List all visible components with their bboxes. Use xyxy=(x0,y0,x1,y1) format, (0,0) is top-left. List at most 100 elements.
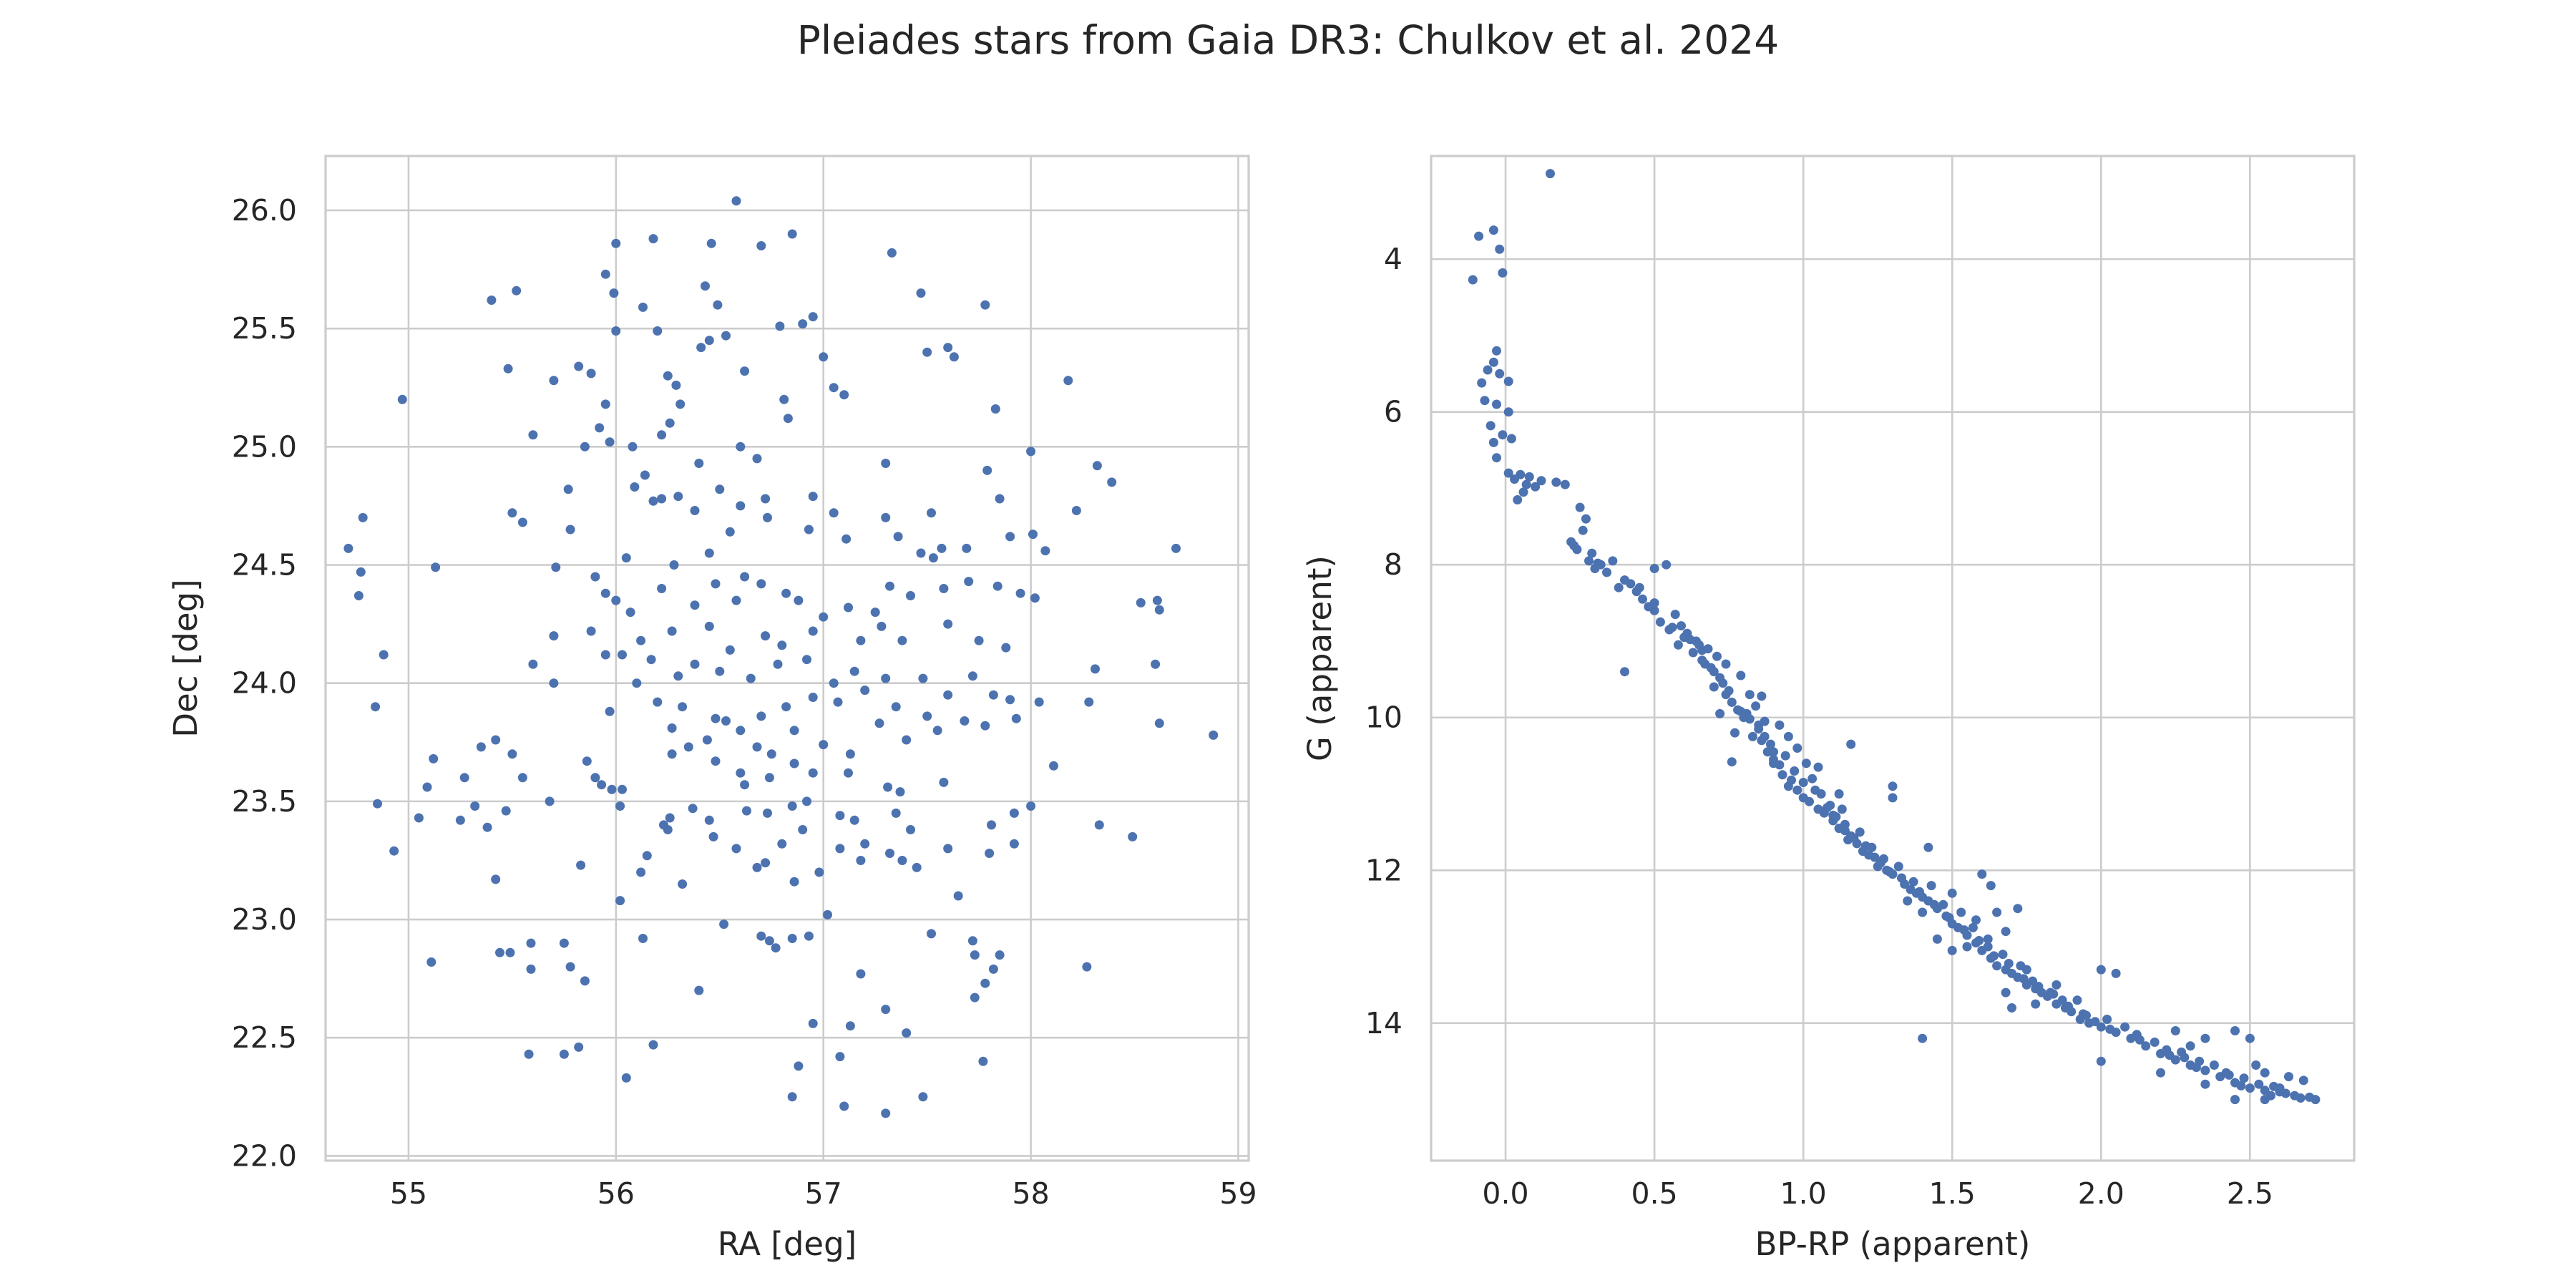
data-point xyxy=(505,947,515,957)
data-point xyxy=(646,655,656,665)
data-point xyxy=(1780,751,1790,761)
data-point xyxy=(1697,645,1707,655)
data-point xyxy=(1875,858,1885,868)
data-point xyxy=(2090,1017,2100,1027)
data-point xyxy=(1727,757,1737,767)
data-point xyxy=(657,494,667,504)
y-axis-label: Dec [deg] xyxy=(167,579,205,737)
data-point xyxy=(605,706,615,716)
data-point xyxy=(422,782,432,792)
data-point xyxy=(789,726,799,736)
data-point xyxy=(1026,447,1036,457)
data-point xyxy=(756,711,766,721)
data-point xyxy=(621,553,631,563)
data-point xyxy=(590,572,600,582)
data-point xyxy=(353,591,364,600)
grid-lines xyxy=(326,156,1249,1161)
data-point xyxy=(742,806,751,816)
data-point xyxy=(2049,989,2059,999)
data-point xyxy=(1751,701,1761,711)
data-point xyxy=(1775,760,1785,770)
data-point xyxy=(798,319,808,329)
data-point xyxy=(2096,1056,2106,1066)
data-point xyxy=(988,690,998,700)
data-point xyxy=(563,484,573,494)
data-point xyxy=(761,631,771,641)
data-point xyxy=(988,964,998,974)
data-point xyxy=(2072,995,2082,1005)
x-tick-label: 0.5 xyxy=(1631,1176,1677,1211)
data-point xyxy=(663,825,673,834)
data-point xyxy=(1736,670,1746,680)
data-point xyxy=(1938,899,1948,909)
data-point xyxy=(1888,781,1898,791)
data-point xyxy=(1715,708,1725,718)
data-point xyxy=(787,801,797,811)
data-point xyxy=(943,619,953,629)
data-point xyxy=(1893,862,1903,872)
data-point xyxy=(1888,793,1898,803)
data-point xyxy=(648,496,658,506)
data-point xyxy=(1783,781,1793,791)
data-point xyxy=(1986,881,1996,891)
data-point xyxy=(887,248,897,258)
data-point xyxy=(607,784,617,794)
data-point xyxy=(891,702,901,712)
data-point xyxy=(881,673,891,683)
data-point xyxy=(455,815,465,825)
data-point xyxy=(1855,827,1865,837)
data-point xyxy=(1757,691,1767,701)
data-point xyxy=(667,749,677,759)
y-tick-label: 26.0 xyxy=(232,193,297,228)
data-point xyxy=(1151,659,1161,669)
data-point xyxy=(943,844,953,854)
data-point xyxy=(715,484,725,494)
data-point xyxy=(549,678,559,688)
data-point xyxy=(1956,907,1966,917)
y-tick-label: 25.0 xyxy=(232,429,297,464)
data-point xyxy=(1727,697,1737,707)
y-tick-label: 25.5 xyxy=(232,311,297,346)
data-point xyxy=(802,655,811,665)
data-point xyxy=(1947,945,1957,955)
data-point xyxy=(2135,1035,2145,1045)
data-point xyxy=(980,721,990,731)
data-point xyxy=(1488,437,1498,447)
data-point xyxy=(1870,852,1880,862)
data-point xyxy=(713,300,723,310)
y-tick-label: 23.0 xyxy=(232,902,297,937)
data-point xyxy=(1581,514,1591,524)
data-point xyxy=(1962,942,1972,952)
data-point xyxy=(2254,1079,2264,1089)
x-tick-label: 58 xyxy=(1013,1176,1050,1211)
data-point xyxy=(860,686,870,696)
data-point xyxy=(1498,268,1508,278)
data-point xyxy=(429,753,439,763)
data-point xyxy=(949,352,959,362)
data-point xyxy=(1765,739,1775,749)
data-point xyxy=(1971,915,1981,925)
data-point xyxy=(648,1040,658,1050)
data-point xyxy=(1608,556,1618,566)
data-point xyxy=(1721,659,1731,669)
data-point xyxy=(764,773,774,783)
data-point xyxy=(576,860,586,870)
data-point xyxy=(605,437,615,447)
data-point xyxy=(683,742,693,752)
data-point xyxy=(667,723,677,733)
data-point xyxy=(1840,826,1850,836)
data-point xyxy=(844,602,853,613)
data-point xyxy=(1677,621,1686,631)
data-point xyxy=(704,621,714,631)
data-point xyxy=(528,430,538,440)
data-point xyxy=(922,347,932,357)
data-point xyxy=(611,326,621,336)
data-point xyxy=(719,919,729,930)
data-point xyxy=(1959,925,1969,935)
data-point xyxy=(636,635,646,645)
data-point xyxy=(787,1092,797,1102)
x-tick-label: 2.0 xyxy=(2078,1176,2124,1211)
data-point xyxy=(1510,474,1519,484)
data-point xyxy=(814,867,824,877)
